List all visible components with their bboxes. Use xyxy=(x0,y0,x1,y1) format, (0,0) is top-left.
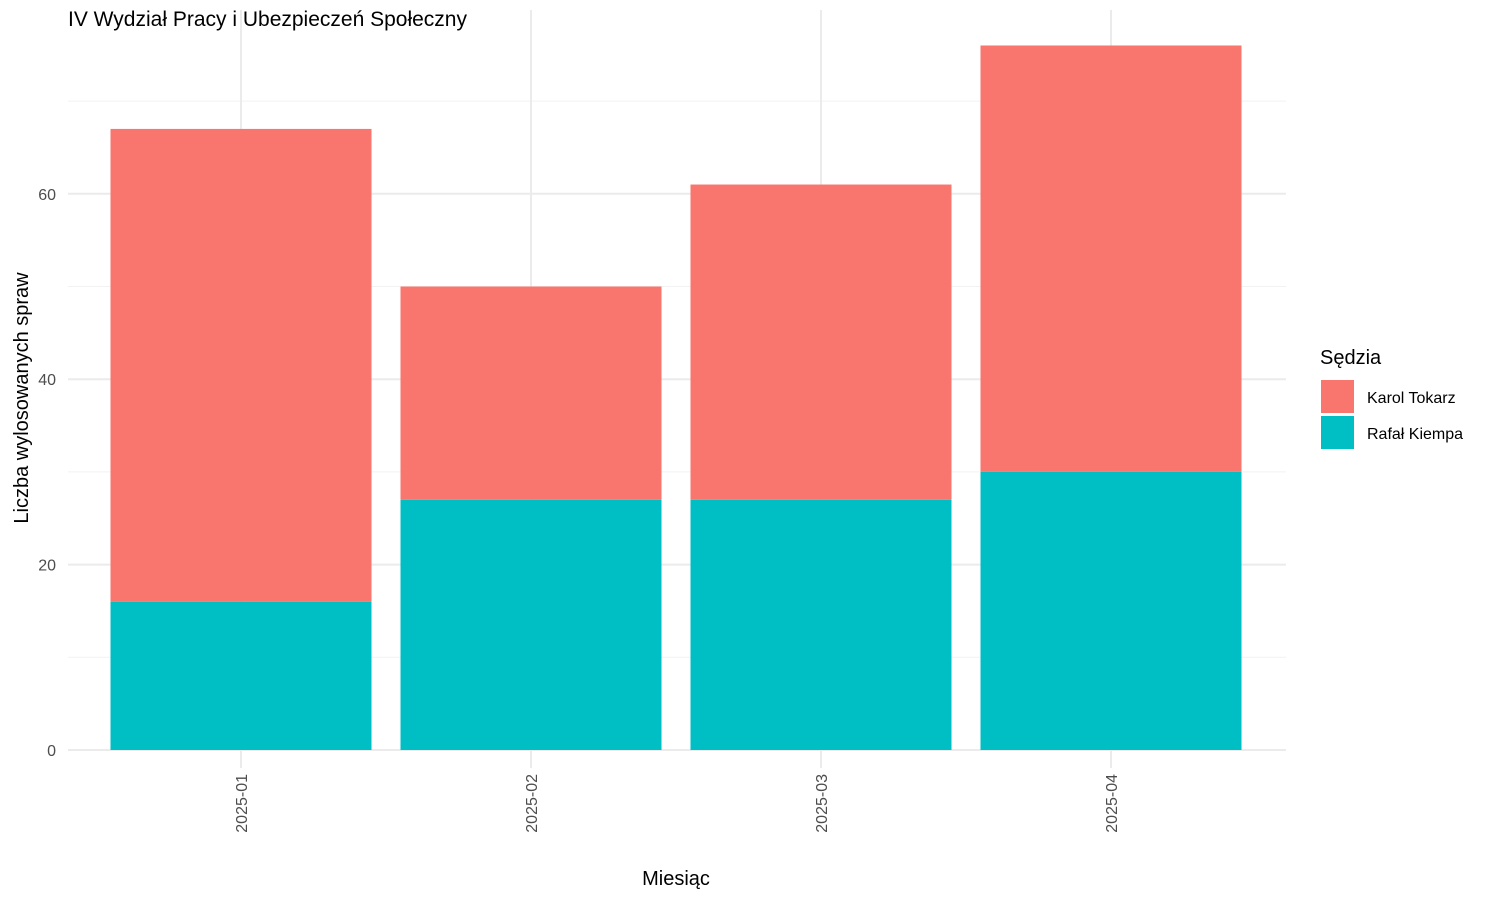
bar-segment xyxy=(400,286,662,500)
chart-title: IV Wydział Pracy i Ubezpieczeń Społeczny xyxy=(68,8,467,31)
bar-segment xyxy=(110,601,372,750)
x-tick-label: 2025-02 xyxy=(524,774,541,833)
y-tick-label: 60 xyxy=(38,187,56,204)
bar-segment xyxy=(400,499,662,750)
bar-segment xyxy=(690,184,952,500)
bar-segment xyxy=(980,471,1242,750)
legend-items: Karol Tokarz Rafał Kiempa xyxy=(1321,380,1463,449)
legend-title: Sędzia xyxy=(1320,347,1382,369)
bar-segment xyxy=(690,499,952,750)
x-tick-label: 2025-01 xyxy=(234,774,251,833)
legend: Sędzia Karol Tokarz Rafał Kiempa xyxy=(1320,347,1463,449)
x-tick-label: 2025-03 xyxy=(814,774,831,833)
legend-label: Karol Tokarz xyxy=(1367,390,1456,407)
bar-segment xyxy=(980,45,1242,472)
legend-swatch xyxy=(1321,380,1354,413)
legend-swatch xyxy=(1321,416,1354,449)
y-tick-label: 20 xyxy=(38,558,56,575)
x-axis-label: Miesiąc xyxy=(642,868,710,890)
axis-layer: 0 20 40 60 2025-01 2025-02 2025-03 2025-04 xyxy=(38,187,1121,833)
bars-layer xyxy=(110,45,1242,750)
y-tick-label: 0 xyxy=(47,743,56,760)
bar-segment xyxy=(110,128,372,602)
y-axis-label: Liczba wylosowanych spraw xyxy=(11,272,33,524)
y-tick-label: 40 xyxy=(38,372,56,389)
x-tick-label: 2025-04 xyxy=(1104,774,1121,833)
legend-label: Rafał Kiempa xyxy=(1367,426,1463,443)
